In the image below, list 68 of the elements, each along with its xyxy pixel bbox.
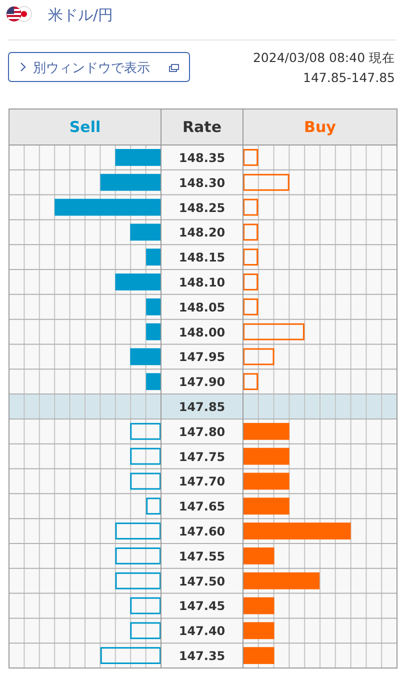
bar (130, 348, 161, 366)
y-tick-label: 148.15 (178, 250, 226, 265)
text: 147.85-147.85 (303, 70, 395, 85)
y-tick-label: 147.90 (178, 375, 226, 390)
bar (146, 498, 161, 515)
bar (243, 622, 274, 640)
bar (243, 547, 274, 564)
bar (130, 224, 161, 241)
bar (130, 597, 161, 614)
y-tick-label: 148.25 (178, 200, 226, 215)
bar (243, 647, 274, 664)
chart-title: 米ドル/円 (48, 6, 114, 24)
y-tick-label: 147.65 (178, 500, 226, 514)
bar (146, 373, 161, 390)
bar (243, 472, 290, 490)
y-axis-title: Rate (182, 118, 222, 136)
bar (100, 174, 161, 191)
y-tick-label: 147.50 (178, 574, 226, 588)
bar (115, 547, 161, 564)
y-tick-label: 147.80 (178, 424, 226, 439)
bar (243, 448, 290, 465)
bar (54, 198, 161, 216)
bar (243, 274, 258, 290)
bar (115, 274, 161, 290)
bar (115, 149, 161, 166)
y-tick-label: 147.85 (178, 400, 226, 414)
bar (243, 323, 304, 340)
y-tick-label: 147.70 (178, 474, 226, 489)
bar (100, 647, 161, 664)
text: 別ウィンドウで表示 (33, 61, 150, 76)
bar (243, 298, 258, 316)
bar (243, 572, 320, 590)
bar (243, 522, 351, 540)
bar (243, 373, 258, 390)
bar (130, 622, 161, 640)
bar (115, 522, 161, 540)
y-tick-label: 147.35 (178, 649, 226, 664)
bar (243, 597, 274, 614)
bar (243, 174, 290, 191)
bar (243, 498, 290, 515)
y-tick-label: 147.60 (178, 524, 226, 539)
text: 2024/03/08 08:40 現在 (252, 50, 395, 65)
bar (130, 422, 161, 440)
y-tick-label: 147.55 (178, 549, 226, 564)
y-tick-label: 148.10 (178, 275, 226, 290)
y-tick-label: 148.00 (178, 325, 226, 340)
bar (243, 348, 274, 366)
y-tick-label: 148.05 (178, 300, 226, 314)
bar (130, 448, 161, 465)
bar (243, 248, 258, 266)
y-tick-label: 147.40 (178, 624, 226, 638)
y-tick-label: 147.95 (178, 350, 226, 364)
y-tick-label: 147.45 (178, 599, 226, 614)
bar (115, 572, 161, 590)
bar (243, 198, 258, 216)
bar (146, 298, 161, 316)
bar (146, 248, 161, 266)
y-tick-label: 148.35 (178, 150, 226, 165)
bar (130, 472, 161, 490)
y-tick-label: 148.20 (178, 226, 226, 240)
bar (146, 323, 161, 340)
y-tick-label: 148.30 (178, 176, 226, 190)
text: Buy (304, 118, 336, 136)
bar (243, 224, 258, 241)
series-label: Sell (69, 118, 101, 136)
bar (243, 422, 290, 440)
bar (243, 149, 258, 166)
y-tick-label: 147.75 (178, 450, 226, 464)
